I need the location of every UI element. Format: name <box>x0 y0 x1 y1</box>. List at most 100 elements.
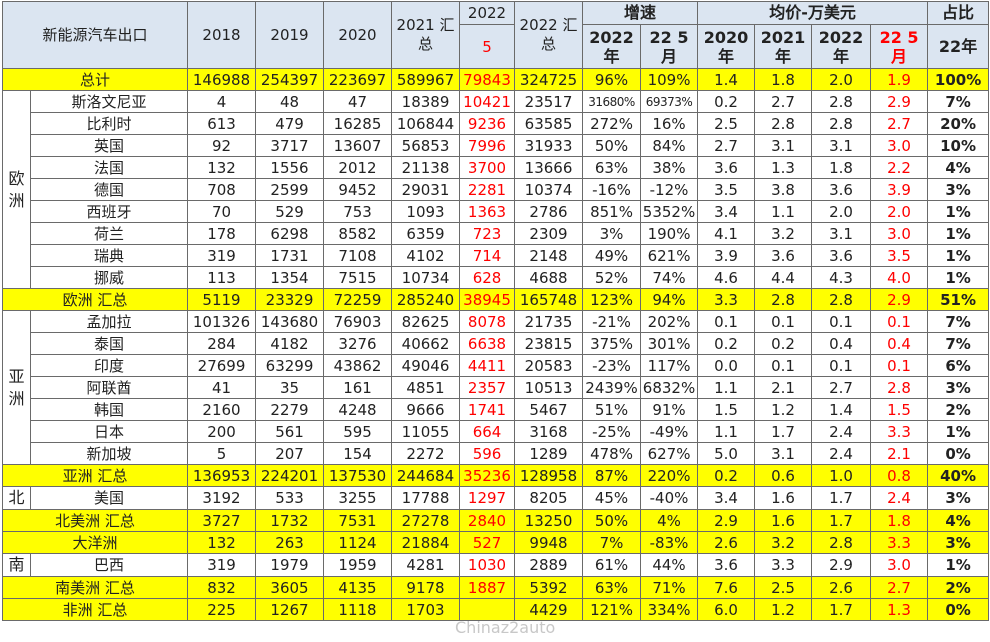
price-22-5: 4.0 <box>870 266 929 289</box>
growth-2022: 63% <box>582 576 642 599</box>
price-2022: 3.6 <box>811 178 872 201</box>
price-2022: 0.1 <box>811 354 872 377</box>
val-2018: 113 <box>187 266 257 289</box>
growth-2022: 851% <box>582 200 642 223</box>
growth-2022: 61% <box>582 553 642 577</box>
val-2018: 178 <box>187 222 257 245</box>
val-2019: 143680 <box>255 310 325 333</box>
price-2021: 3.8 <box>754 178 813 201</box>
price-2022: 2.8 <box>811 90 872 113</box>
table-row: 新加坡 5 207 154 2272 596 1289 478% 627% 5.0 3.1 2.4 2.… <box>3 442 990 465</box>
share-22: 7% <box>927 90 990 113</box>
val-2021-total: 21138 <box>391 156 461 179</box>
val-2020: 595 <box>323 420 393 443</box>
price-2021: 2.1 <box>754 376 813 399</box>
price-2022: 2.9 <box>811 553 872 577</box>
growth-2022: 375% <box>582 332 642 355</box>
price-2022: 1.7 <box>811 509 872 532</box>
row-name: 泰国 <box>29 332 189 355</box>
total-row: 大洋洲 132 263 1124 21884 527 9948 7% -83% 2.6 3.2 2.8… <box>1 531 990 554</box>
share-22: 7% <box>927 332 990 355</box>
val-2022-5: 3700 <box>459 156 516 179</box>
growth-2022: 2439% <box>582 376 642 399</box>
growth-22-5: 74% <box>640 266 699 289</box>
val-2022-5: 628 <box>459 266 516 289</box>
val-2022-total: 324725 <box>514 68 584 91</box>
val-2018: 708 <box>187 178 257 201</box>
header-2022-5-month: 5 <box>459 24 516 69</box>
val-2022-total: 165748 <box>514 288 584 311</box>
val-2019: 263 <box>255 531 325 554</box>
row-name: 斯洛文尼亚 <box>29 90 189 113</box>
val-2022-total: 4429 <box>514 598 584 621</box>
val-2021-total: 40662 <box>391 332 461 355</box>
price-22-5: 0.4 <box>870 332 929 355</box>
growth-22-5: 16% <box>640 112 699 135</box>
val-2021-total: 9178 <box>391 576 461 599</box>
val-2022-total: 23815 <box>514 332 584 355</box>
val-2018: 319 <box>187 244 257 267</box>
val-2018: 832 <box>187 576 257 599</box>
val-2019: 2599 <box>255 178 325 201</box>
val-2022-total: 20583 <box>514 354 584 377</box>
header-price-22-5: 22 5 月 <box>870 24 929 69</box>
val-2019: 6298 <box>255 222 325 245</box>
share-22: 0% <box>927 442 990 465</box>
val-2019: 254397 <box>255 68 325 91</box>
growth-2022: 3% <box>582 222 642 245</box>
table-row: 挪威 113 1354 7515 10734 628 4688 52% 74% 4.6 4.4 4.3… <box>3 266 990 289</box>
growth-2022: -23% <box>582 354 642 377</box>
growth-22-5: 190% <box>640 222 699 245</box>
val-2018: 225 <box>187 598 257 621</box>
val-2020: 161 <box>323 376 393 399</box>
table-row: 泰国 284 4182 3276 40662 6638 23815 375% 301% 0.2 0.… <box>3 332 990 355</box>
header-share: 占比 <box>927 1 990 25</box>
growth-22-5: 69373% <box>640 90 699 113</box>
table-row: 荷兰 178 6298 8582 6359 723 2309 3% 190% 4.1 3.2 3.1 3… <box>3 222 990 245</box>
val-2022-5: 596 <box>459 442 516 465</box>
val-2019: 48 <box>255 90 325 113</box>
price-2020: 0.2 <box>697 332 756 355</box>
val-2018: 613 <box>187 112 257 135</box>
price-2020: 0.2 <box>697 90 756 113</box>
price-2021: 3.6 <box>754 244 813 267</box>
header-price-2021: 2021 年 <box>754 24 813 69</box>
share-22: 40% <box>927 464 990 487</box>
val-2018: 284 <box>187 332 257 355</box>
share-22: 3% <box>927 486 990 510</box>
price-22-5: 0.1 <box>870 354 929 377</box>
growth-22-5: 627% <box>640 442 699 465</box>
val-2021-total: 6359 <box>391 222 461 245</box>
row-name: 总计 <box>1 68 189 91</box>
val-2020: 7531 <box>323 509 393 532</box>
growth-22-5: 334% <box>640 598 699 621</box>
price-2022: 1.0 <box>811 464 872 487</box>
price-2020: 6.0 <box>697 598 756 621</box>
share-22: 7% <box>927 310 990 333</box>
val-2020: 7515 <box>323 266 393 289</box>
val-2020: 13607 <box>323 134 393 157</box>
val-2020: 3255 <box>323 486 393 510</box>
val-2021-total: 18389 <box>391 90 461 113</box>
val-2022-5: 8078 <box>459 310 516 333</box>
val-2020: 9452 <box>323 178 393 201</box>
row-name: 孟加拉 <box>29 310 189 333</box>
price-2020: 3.5 <box>697 178 756 201</box>
price-2020: 2.6 <box>697 531 756 554</box>
share-22: 4% <box>927 509 990 532</box>
val-2021-total: 27278 <box>391 509 461 532</box>
val-2022-5: 1363 <box>459 200 516 223</box>
price-2020: 3.6 <box>697 156 756 179</box>
val-2021-total: 17788 <box>391 486 461 510</box>
val-2022-5: 4411 <box>459 354 516 377</box>
growth-2022: -25% <box>582 420 642 443</box>
row-name: 美国 <box>29 486 189 510</box>
val-2019: 23329 <box>255 288 325 311</box>
val-2022-total: 10513 <box>514 376 584 399</box>
val-2018: 132 <box>187 531 257 554</box>
table-row: 西班牙 70 529 753 1093 1363 2786 851% 5352% 3.4 1.1 2.… <box>3 200 990 223</box>
growth-22-5: 84% <box>640 134 699 157</box>
table-header: 新能源汽车出口 2018 2019 2020 2021 汇总 2022 2022… <box>1 1 990 69</box>
price-2020: 3.4 <box>697 486 756 510</box>
share-22: 10% <box>927 134 990 157</box>
